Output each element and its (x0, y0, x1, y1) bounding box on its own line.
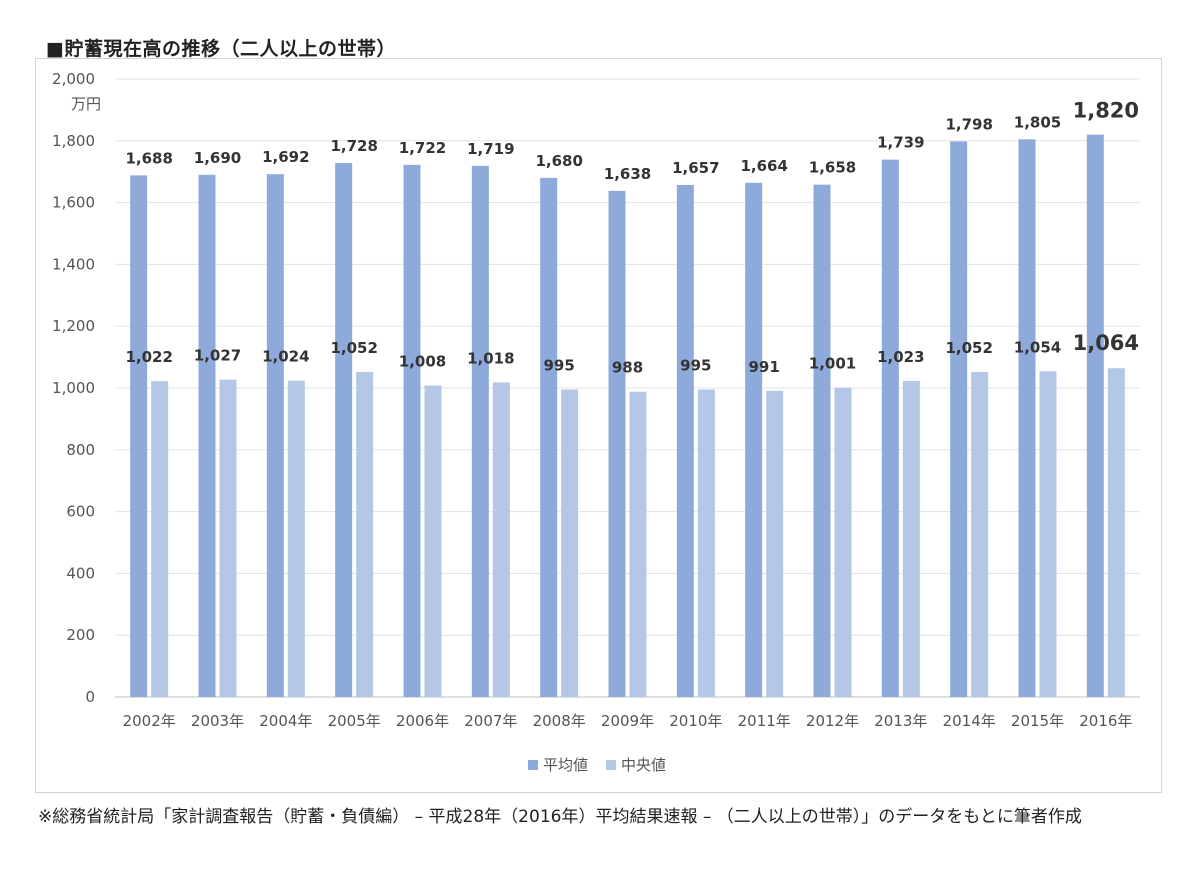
data-label-mean: 1,657 (672, 159, 719, 177)
data-label-median: 988 (612, 359, 643, 377)
legend-label-mean: 平均値 (543, 756, 588, 774)
bar-mean (266, 174, 284, 697)
x-tick-label: 2002年 (123, 712, 176, 730)
bar-mean (471, 165, 489, 698)
legend-swatch-mean (528, 760, 538, 770)
data-label-mean: 1,688 (125, 149, 172, 167)
y-unit-label: 万円 (71, 95, 101, 113)
bar-mean (745, 182, 763, 698)
legend-label-median: 中央値 (621, 756, 666, 774)
data-label-median: 1,052 (945, 339, 992, 357)
data-label-mean: 1,728 (330, 137, 377, 155)
data-label-median: 1,054 (1014, 338, 1061, 356)
x-tick-label: 2015年 (1011, 712, 1064, 730)
data-label-median: 1,018 (467, 349, 514, 367)
data-label-median: 991 (749, 358, 780, 376)
data-label-mean: 1,680 (535, 152, 582, 170)
bar-mean (881, 159, 899, 698)
bar-mean (335, 163, 353, 698)
y-tick-label: 0 (85, 688, 95, 706)
chart-title: ■貯蓄現在高の推移（二人以上の世帯） (46, 38, 396, 60)
bar-mean (198, 174, 216, 698)
data-label-mean: 1,658 (809, 159, 856, 177)
x-tick-label: 2007年 (464, 712, 517, 730)
x-tick-label: 2011年 (738, 712, 791, 730)
data-label-median: 995 (544, 357, 575, 375)
bar-mean (813, 184, 831, 698)
data-label-mean: 1,692 (262, 148, 309, 166)
x-tick-label: 2014年 (943, 712, 996, 730)
data-label-mean: 1,798 (945, 115, 992, 133)
legend-swatch-median (606, 760, 616, 770)
bar-median (151, 381, 169, 697)
bar-median (1107, 368, 1125, 697)
data-label-mean: 1,690 (194, 149, 241, 167)
y-tick-label: 1,400 (52, 255, 95, 273)
y-tick-label: 800 (66, 441, 95, 459)
bar-median (492, 382, 510, 697)
y-tick-label: 1,000 (52, 379, 95, 397)
bar-mean (608, 190, 626, 697)
data-label-median: 1,024 (262, 348, 309, 366)
x-tick-label: 2013年 (874, 712, 927, 730)
x-tick-label: 2004年 (259, 712, 312, 730)
bar-median (902, 380, 920, 697)
data-label-mean: 1,664 (740, 157, 787, 175)
x-tick-label: 2005年 (328, 712, 381, 730)
x-tick-label: 2008年 (533, 712, 586, 730)
x-tick-label: 2016年 (1079, 712, 1132, 730)
y-tick-label: 1,200 (52, 317, 95, 335)
bar-mean (540, 177, 558, 697)
y-tick-label: 1,800 (52, 132, 95, 150)
data-label-mean: 1,820 (1073, 99, 1139, 123)
data-label-mean: 1,722 (399, 139, 446, 157)
y-tick-label: 1,600 (52, 194, 95, 212)
y-tick-label: 600 (66, 503, 95, 521)
bar-median (561, 389, 579, 697)
bar-median (834, 387, 852, 697)
x-tick-label: 2012年 (806, 712, 859, 730)
data-label-mean: 1,638 (604, 165, 651, 183)
y-tick-label: 200 (66, 626, 95, 644)
bar-median (971, 371, 989, 697)
data-label-median: 1,008 (399, 353, 446, 371)
bar-median (766, 390, 784, 697)
bar-median (629, 391, 647, 697)
bar-mean (130, 175, 148, 697)
data-label-median: 1,022 (125, 348, 172, 366)
bar-median (1039, 371, 1057, 697)
bar-mean (1018, 139, 1036, 697)
x-tick-label: 2006年 (396, 712, 449, 730)
y-tick-label: 2,000 (52, 70, 95, 88)
data-label-median: 1,023 (877, 348, 924, 366)
data-label-median: 1,027 (194, 347, 241, 365)
data-label-mean: 1,805 (1014, 113, 1061, 131)
y-tick-label: 400 (66, 564, 95, 582)
data-label-median: 995 (680, 357, 711, 375)
data-label-median: 1,052 (330, 339, 377, 357)
bar-median (219, 379, 237, 697)
bar-median (287, 380, 305, 697)
bar-median (356, 371, 374, 697)
bar-mean (676, 184, 694, 697)
bar-mean (1086, 134, 1104, 697)
source-footnote: ※総務省統計局「家計調査報告（貯蓄・負債編） – 平成28年（2016年）平均結… (38, 807, 1082, 827)
data-label-median: 1,001 (809, 355, 856, 373)
x-tick-label: 2010年 (669, 712, 722, 730)
bar-median (697, 389, 715, 697)
bar-mean (403, 164, 421, 698)
data-label-mean: 1,739 (877, 134, 924, 152)
x-tick-label: 2003年 (191, 712, 244, 730)
data-label-mean: 1,719 (467, 140, 514, 158)
bar-median (424, 385, 442, 697)
data-label-median: 1,064 (1073, 331, 1139, 355)
bar-mean (950, 141, 968, 698)
x-tick-label: 2009年 (601, 712, 654, 730)
